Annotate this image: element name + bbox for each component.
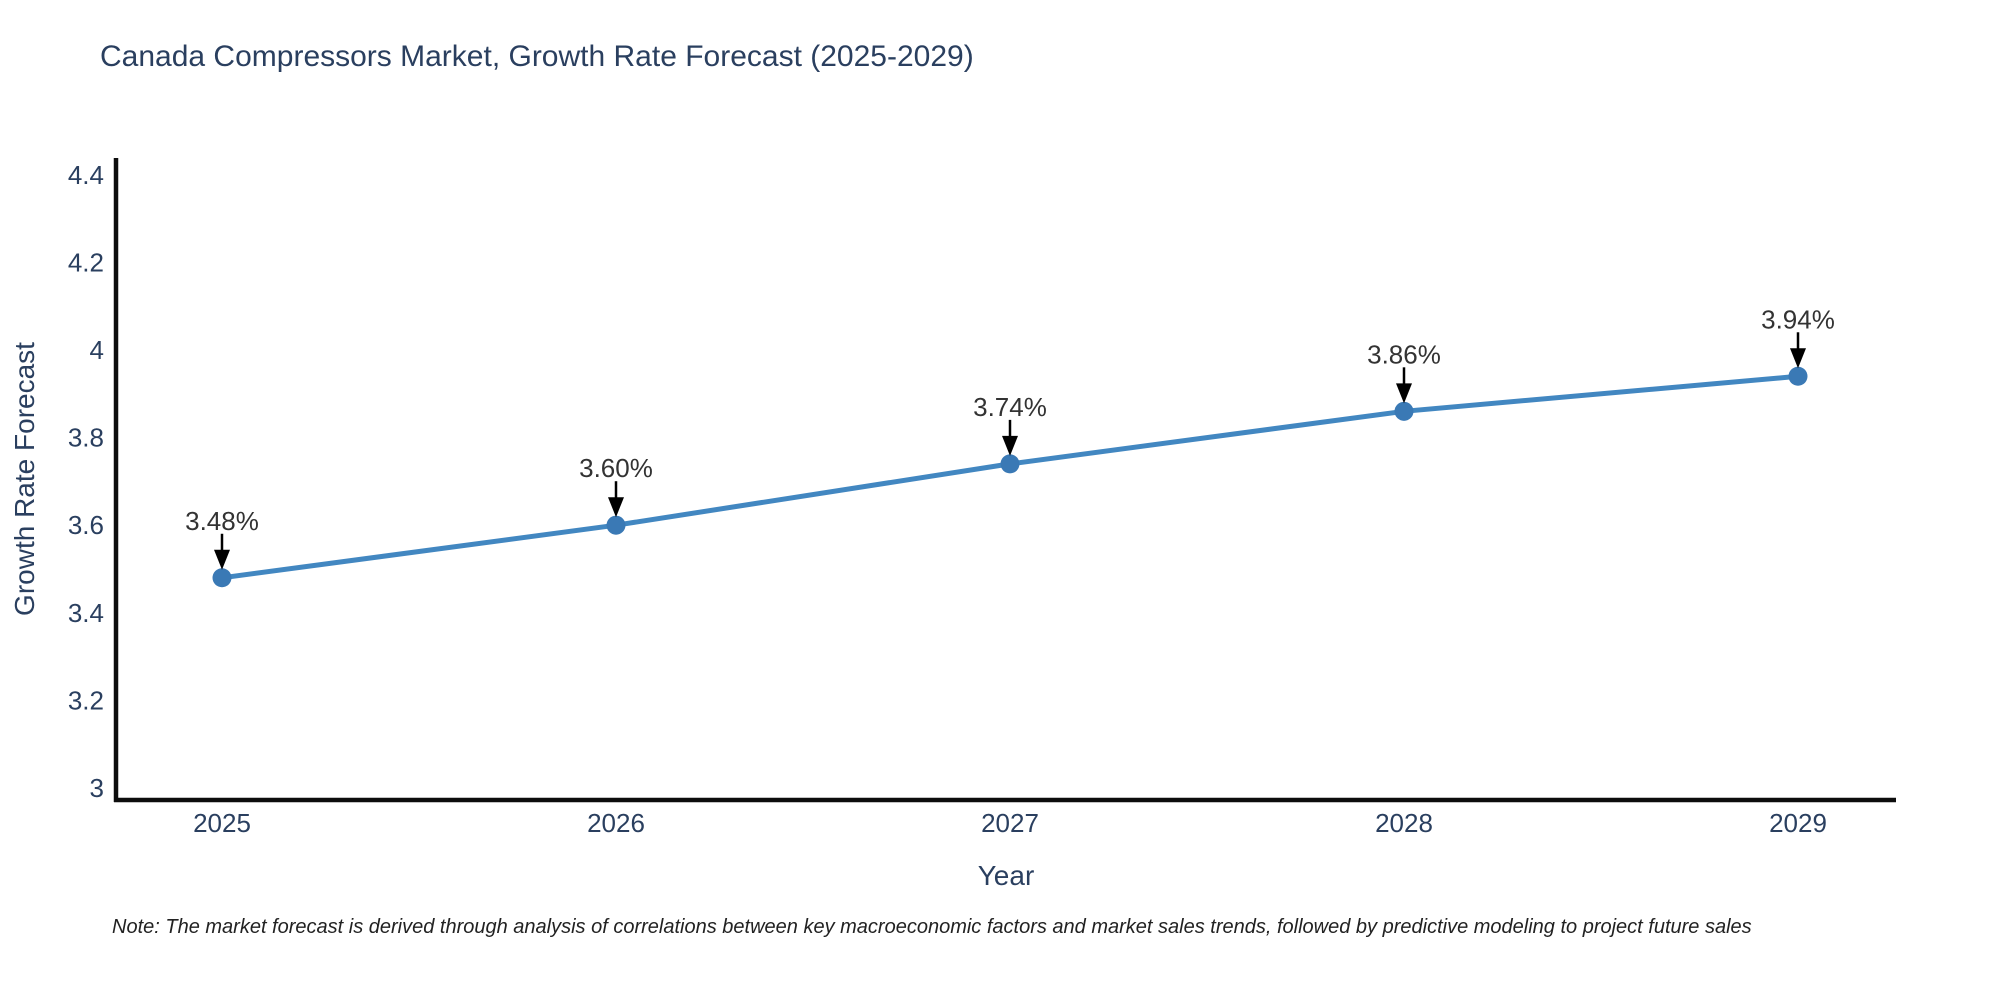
annotation-arrowhead-icon xyxy=(1396,383,1412,404)
y-tick-label: 3.6 xyxy=(68,510,104,540)
data-point-marker xyxy=(606,515,626,535)
x-tick-label: 2026 xyxy=(587,808,645,838)
data-point-marker xyxy=(212,568,232,588)
x-tick-label: 2028 xyxy=(1375,808,1433,838)
y-tick-label: 3.4 xyxy=(68,598,104,628)
y-tick-label: 3.8 xyxy=(68,423,104,453)
data-point-label: 3.86% xyxy=(1367,339,1441,369)
y-tick-label: 4 xyxy=(90,335,104,365)
data-point-label: 3.60% xyxy=(579,453,653,483)
data-point-label: 3.74% xyxy=(973,392,1047,422)
data-point-marker xyxy=(1788,366,1808,386)
data-point-label: 3.48% xyxy=(185,506,259,536)
data-point-marker xyxy=(1000,454,1020,474)
annotation-arrowhead-icon xyxy=(608,497,624,518)
footnote: Note: The market forecast is derived thr… xyxy=(112,916,1752,938)
chart-title: Canada Compressors Market, Growth Rate F… xyxy=(100,40,974,73)
x-axis-title: Year xyxy=(977,860,1035,891)
annotation-arrowhead-icon xyxy=(1002,435,1018,456)
x-tick-label: 2025 xyxy=(193,808,251,838)
y-tick-label: 3 xyxy=(90,773,104,803)
data-point-label: 3.94% xyxy=(1761,304,1835,334)
x-tick-label: 2027 xyxy=(981,808,1039,838)
y-tick-label: 4.4 xyxy=(68,160,104,190)
annotation-arrowhead-icon xyxy=(1790,348,1806,369)
x-tick-label: 2029 xyxy=(1769,808,1827,838)
y-tick-label: 3.2 xyxy=(68,685,104,715)
annotation-arrowhead-icon xyxy=(214,549,230,570)
y-tick-label: 4.2 xyxy=(68,247,104,277)
data-point-marker xyxy=(1394,401,1414,421)
